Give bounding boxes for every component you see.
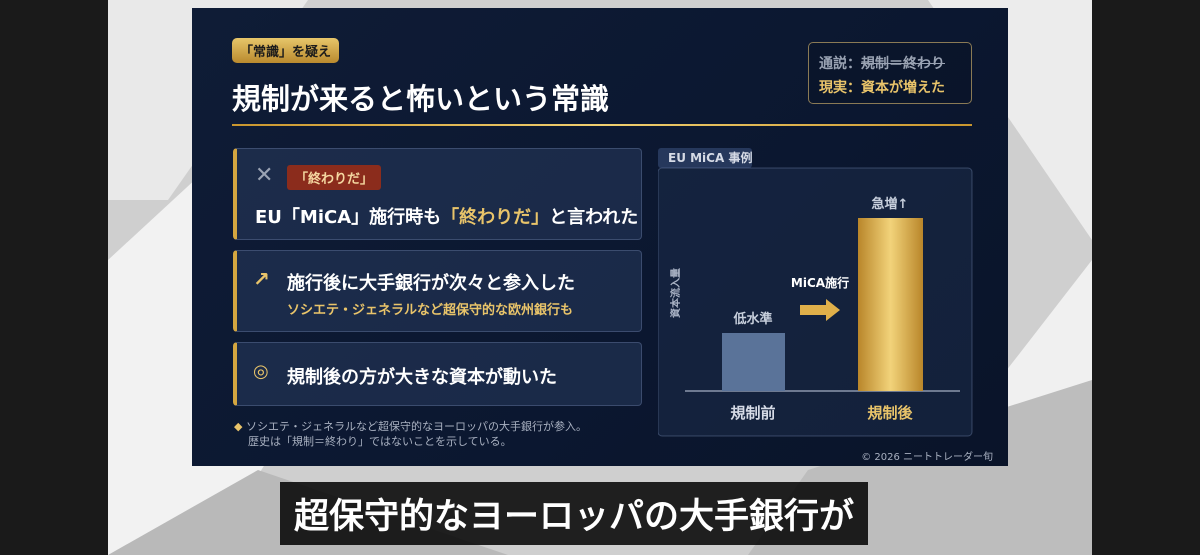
event-arrow [800,299,840,321]
text-part: EU「MiCA」施行時も [255,207,442,228]
bar-note: 低水準 [732,311,772,327]
point-card: ↗ 施行後に大手銀行が次々と参入した ソシエテ・ジェネラルなど超保守的な欧州銀行… [233,250,642,332]
y-axis-label: 資本流入量 [669,268,682,318]
arrow-icon: ↗ [253,267,270,291]
reality-line: 現実：資本が増えた [819,80,945,96]
text-highlight: 「終わりだ」 [441,207,550,228]
bar-note: 急増↑ [872,196,909,212]
header-tag: 「常識」を疑え [232,38,340,63]
point-card: ✕ 「終わりだ」 EU「MiCA」施行時も「終わりだ」と言われた [233,148,642,240]
panel-label: EU MiCA 事例 [668,150,752,165]
myth-text: 規制＝終わり [861,56,945,72]
point-subtext: ソシエテ・ジェネラルなど超保守的な欧州銀行も [287,303,574,318]
point-tag: 「終わりだ」 [287,165,382,190]
category-label: 規制後 [867,404,913,422]
bar-after [858,218,923,391]
panel [658,167,973,437]
point-text: 施行後に大手銀行が次々と参入した [287,273,575,294]
copyright: © 2026 ニートトレーダー旬 [861,452,993,463]
bullet: ◆ [234,420,246,433]
myth-line: 通説：規制＝終わり [819,53,945,73]
subtitle: 超保守的なヨーロッパの大手銀行が [280,482,869,545]
summary-box: 通説：規制＝終わり 現実：資本が増えた [808,42,972,104]
coin-icon: ◎ [253,361,269,382]
point-card: ◎ 規制後の方が大きな資本が動いた [233,342,642,406]
case-chart: EU MiCA 事例 資本流入量 低水準 急増↑ MiCA施行 規制前 規制後 [658,148,973,437]
note-text: ソシエテ・ジェネラルなど超保守的なヨーロッパの大手銀行が参入。 [245,420,587,433]
note-line: 歴史は「規制＝終わり」ではないことを示している。 [248,435,512,448]
text-part: と言われた [549,207,639,228]
cross-icon: ✕ [255,163,274,188]
panel-tab [658,148,752,168]
myth-label: 通説： [819,56,861,72]
bar-before [722,333,785,391]
slide-title: 規制が来ると怖いという常識 [232,82,610,116]
point-text: EU「MiCA」施行時も「終わりだ」と言われた [255,203,638,229]
divider [232,124,972,126]
note-line: ◆ ソシエテ・ジェネラルなど超保守的なヨーロッパの大手銀行が参入。 [234,418,587,434]
point-text: 規制後の方が大きな資本が動いた [287,367,557,388]
category-label: 規制前 [730,404,775,422]
slide: 「常識」を疑え 規制が来ると怖いという常識 通説：規制＝終わり 現実：資本が増え… [192,8,1008,466]
event-label: MiCA施行 [791,275,849,290]
